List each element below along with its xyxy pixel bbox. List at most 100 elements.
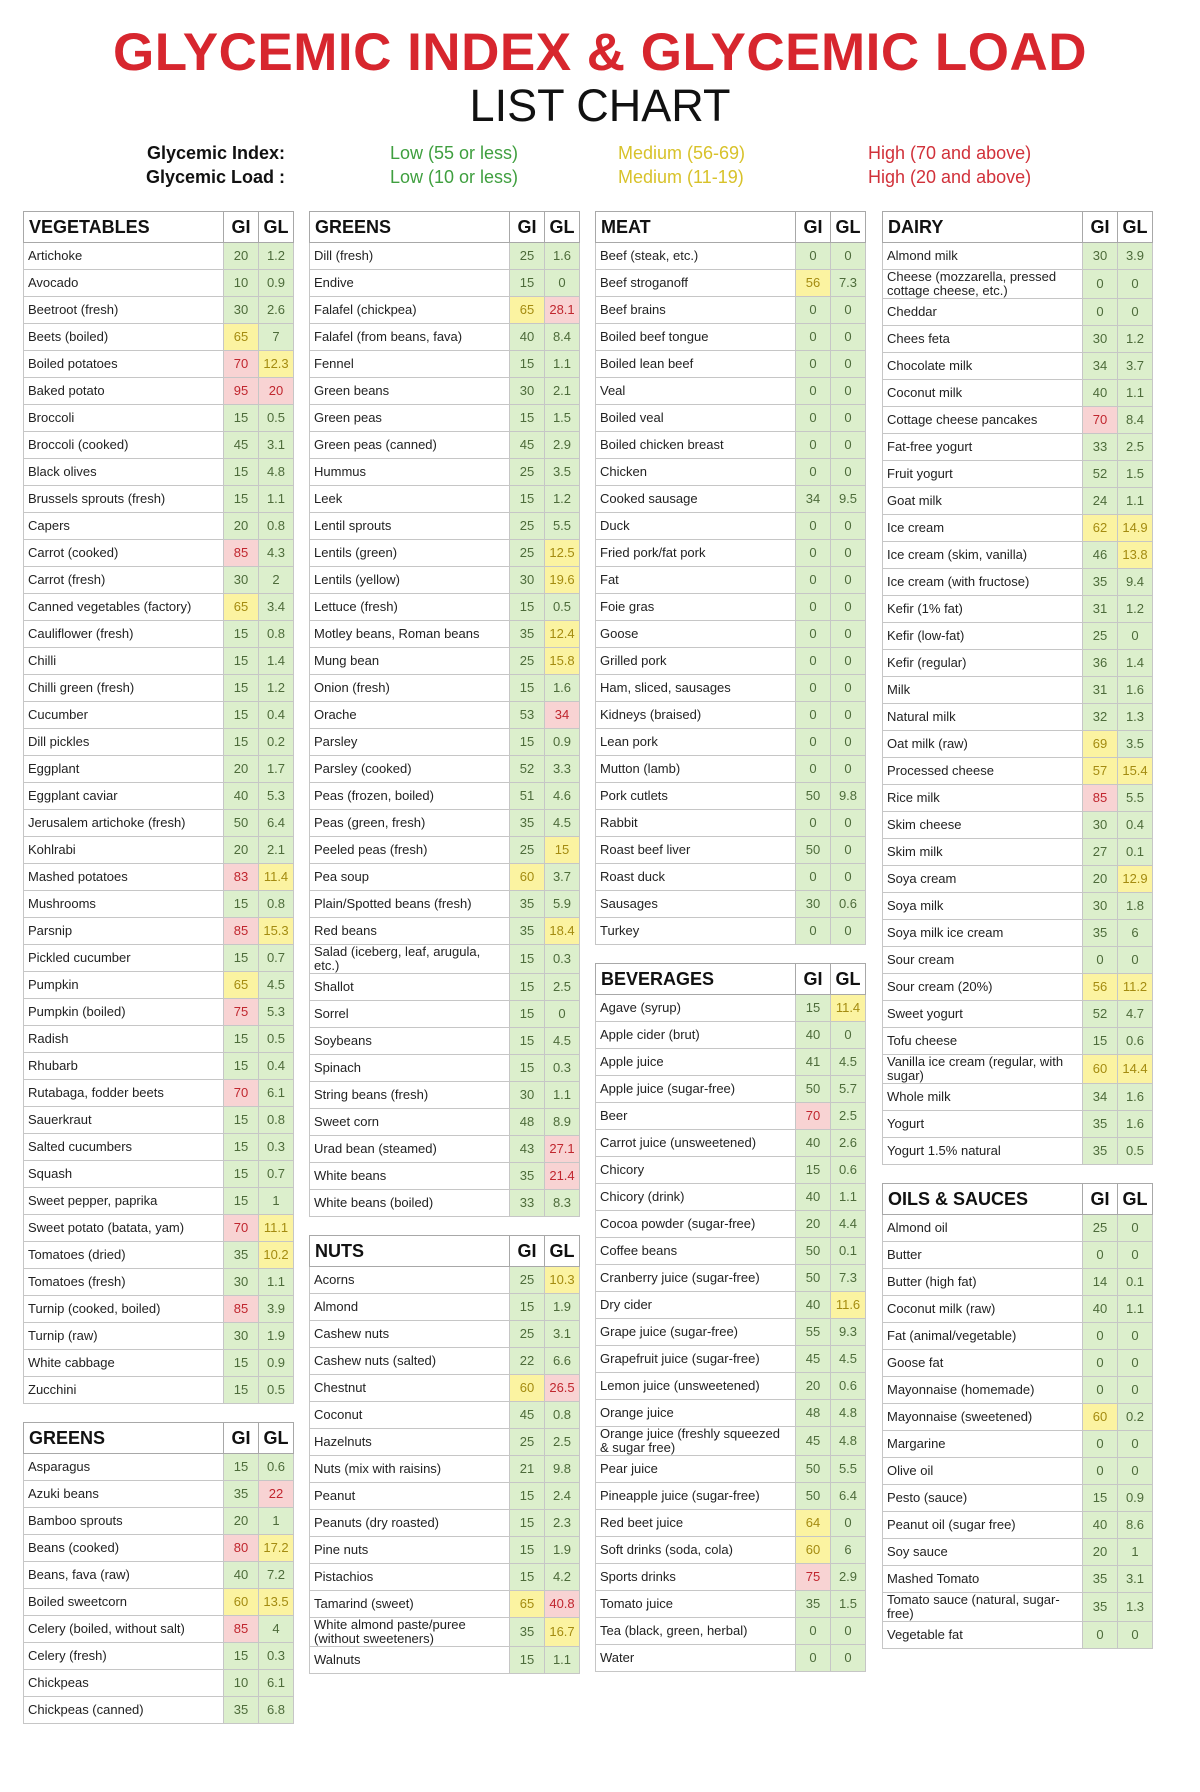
- food-row: Mashed Tomato 35 3.1: [882, 1565, 1153, 1593]
- food-row: Salad (iceberg, leaf, arugula, etc.) 15 0.…: [309, 944, 580, 974]
- food-name: Tomatoes (fresh): [23, 1268, 224, 1296]
- gl-value: 0.4: [1117, 811, 1153, 839]
- gl-value: 0: [830, 350, 866, 378]
- food-row: Chickpeas 10 6.1: [23, 1669, 294, 1697]
- gl-value: 0: [830, 755, 866, 783]
- gi-value: 35: [509, 1617, 545, 1647]
- gl-value: 0: [1117, 269, 1153, 299]
- food-row: Cheese (mozzarella, pressed cottage chee…: [882, 269, 1153, 299]
- gi-value: 21: [509, 1455, 545, 1483]
- gl-value: 0: [830, 701, 866, 729]
- header-row: GREENS GI GL: [309, 211, 580, 243]
- food-name: Cheddar: [882, 298, 1083, 326]
- gi-value: 45: [795, 1345, 831, 1373]
- gi-value: 20: [223, 1507, 259, 1535]
- gl-value: 6: [1117, 919, 1153, 947]
- gl-value: 8.4: [1117, 406, 1153, 434]
- gi-value: 20: [223, 836, 259, 864]
- gl-value: 0: [830, 836, 866, 864]
- food-name: Beetroot (fresh): [23, 296, 224, 324]
- gl-value: 0: [830, 323, 866, 351]
- food-name: Veal: [595, 377, 796, 405]
- gi-value: 45: [509, 1401, 545, 1429]
- gl-value: 2.6: [830, 1129, 866, 1157]
- gi-value: 15: [223, 728, 259, 756]
- gi-value: 0: [795, 701, 831, 729]
- food-name: Sour cream (20%): [882, 973, 1083, 1001]
- gl-value: 1.6: [1117, 1083, 1153, 1111]
- food-name: Lentil sprouts: [309, 512, 510, 540]
- food-row: Cucumber 15 0.4: [23, 701, 294, 729]
- gl-value: 0.8: [258, 620, 294, 648]
- gl-value: 0: [1117, 1214, 1153, 1242]
- food-name: Kefir (low-fat): [882, 622, 1083, 650]
- food-row: Chocolate milk 34 3.7: [882, 352, 1153, 380]
- food-name: Mayonnaise (homemade): [882, 1376, 1083, 1404]
- food-row: Turnip (cooked, boiled) 85 3.9: [23, 1295, 294, 1323]
- gl-value: 12.9: [1117, 865, 1153, 893]
- table-title: GREENS: [309, 211, 510, 243]
- food-name: Baked potato: [23, 377, 224, 405]
- gi-value: 48: [509, 1108, 545, 1136]
- column-header: GI: [509, 1235, 545, 1267]
- gl-value: 1.5: [544, 404, 580, 432]
- food-row: Whole milk 34 1.6: [882, 1083, 1153, 1111]
- gl-value: 22: [258, 1480, 294, 1508]
- gl-value: 4.5: [544, 809, 580, 837]
- gi-value: 34: [1082, 1083, 1118, 1111]
- food-name: Boiled lean beef: [595, 350, 796, 378]
- food-name: Coffee beans: [595, 1237, 796, 1265]
- table-title: DAIRY: [882, 211, 1083, 243]
- gi-value: 60: [223, 1588, 259, 1616]
- gi-value: 50: [223, 809, 259, 837]
- food-name: Hazelnuts: [309, 1428, 510, 1456]
- gi-value: 50: [795, 836, 831, 864]
- food-row: Soft drinks (soda, cola) 60 6: [595, 1536, 866, 1564]
- gi-value: 80: [223, 1534, 259, 1562]
- food-name: Red beans: [309, 917, 510, 945]
- gl-value: 1.6: [1117, 1110, 1153, 1138]
- gi-value: 40: [1082, 1511, 1118, 1539]
- food-row: Red beet juice 64 0: [595, 1509, 866, 1537]
- gi-value: 70: [223, 350, 259, 378]
- food-row: Veal 0 0: [595, 377, 866, 405]
- gl-value: 0.6: [258, 1453, 294, 1481]
- gi-value: 85: [1082, 784, 1118, 812]
- food-name: Chocolate milk: [882, 352, 1083, 380]
- food-row: Sweet corn 48 8.9: [309, 1108, 580, 1136]
- food-name: Orange juice: [595, 1399, 796, 1427]
- food-name: Squash: [23, 1160, 224, 1188]
- food-name: Agave (syrup): [595, 994, 796, 1022]
- food-table: VEGETABLES GI GL Artichoke 20 1.2 Avocado 10 0.9…: [23, 211, 294, 1404]
- gl-value: 0: [830, 620, 866, 648]
- gi-value: 85: [223, 917, 259, 945]
- gi-value: 57: [1082, 757, 1118, 785]
- food-row: Avocado 10 0.9: [23, 269, 294, 297]
- gl-value: 4.5: [544, 1027, 580, 1055]
- gl-value: 0.2: [258, 728, 294, 756]
- legend-medium: Medium (56-69): [618, 143, 746, 163]
- food-row: Agave (syrup) 15 11.4: [595, 994, 866, 1022]
- food-row: Cottage cheese pancakes 70 8.4: [882, 406, 1153, 434]
- food-row: Peanuts (dry roasted) 15 2.3: [309, 1509, 580, 1537]
- food-name: Pine nuts: [309, 1536, 510, 1564]
- food-name: Tea (black, green, herbal): [595, 1617, 796, 1645]
- food-row: Apple cider (brut) 40 0: [595, 1021, 866, 1049]
- gi-value: 0: [795, 242, 831, 270]
- food-row: Sausages 30 0.6: [595, 890, 866, 918]
- gi-value: 35: [1082, 1565, 1118, 1593]
- food-row: Azuki beans 35 22: [23, 1480, 294, 1508]
- gi-value: 20: [223, 512, 259, 540]
- food-row: Almond oil 25 0: [882, 1214, 1153, 1242]
- food-name: Grape juice (sugar-free): [595, 1318, 796, 1346]
- food-name: Processed cheese: [882, 757, 1083, 785]
- gi-value: 15: [223, 1187, 259, 1215]
- food-row: Broccoli (cooked) 45 3.1: [23, 431, 294, 459]
- gl-value: 7.2: [258, 1561, 294, 1589]
- food-name: Azuki beans: [23, 1480, 224, 1508]
- gi-value: 15: [509, 944, 545, 974]
- food-name: Mung bean: [309, 647, 510, 675]
- food-name: Acorns: [309, 1266, 510, 1294]
- gl-value: 0.5: [544, 593, 580, 621]
- food-name: Boiled chicken breast: [595, 431, 796, 459]
